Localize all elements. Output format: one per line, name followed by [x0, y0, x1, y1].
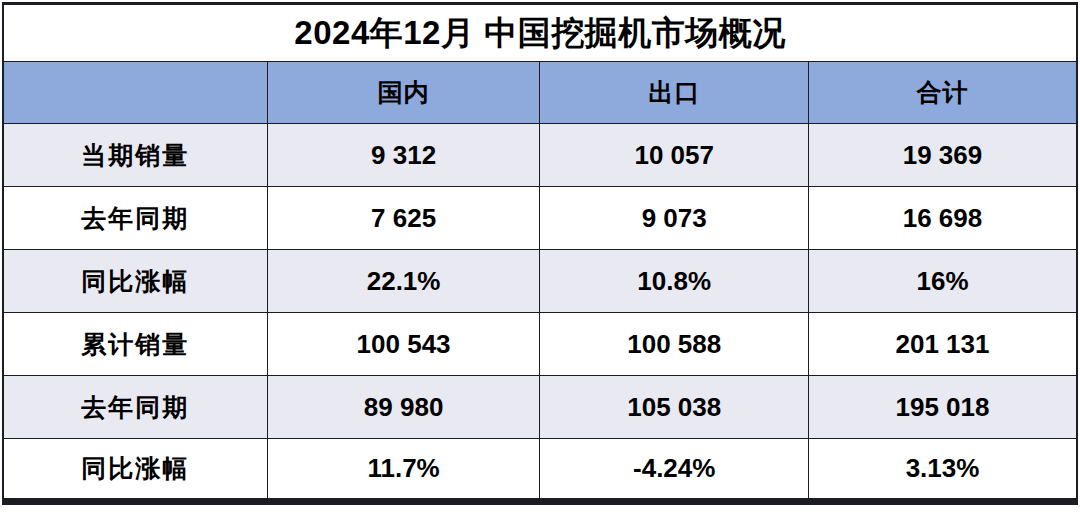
column-header-blank [3, 62, 267, 124]
page: 2024年12月 中国挖掘机市场概况 国内 出口 合计 当期销量 9 312 1… [0, 0, 1080, 513]
column-header-total: 合计 [808, 62, 1077, 124]
value-cell-domestic: 11.7% [267, 439, 540, 502]
value-cell-export: 9 073 [540, 187, 809, 250]
excavator-market-table: 2024年12月 中国挖掘机市场概况 国内 出口 合计 当期销量 9 312 1… [2, 2, 1078, 505]
value-cell-total: 16% [808, 250, 1077, 313]
table-row-current-sales: 当期销量 9 312 10 057 19 369 [3, 124, 1077, 187]
value-cell-domestic: 9 312 [267, 124, 540, 187]
row-label: 当期销量 [3, 124, 267, 187]
value-cell-total: 19 369 [808, 124, 1077, 187]
value-cell-total: 201 131 [808, 313, 1077, 376]
value-cell-total: 16 698 [808, 187, 1077, 250]
row-label: 同比涨幅 [3, 250, 267, 313]
row-label: 同比涨幅 [3, 439, 267, 502]
table-row-cumulative-last-year: 去年同期 89 980 105 038 195 018 [3, 376, 1077, 439]
row-label: 累计销量 [3, 313, 267, 376]
column-header-domestic: 国内 [267, 62, 540, 124]
value-cell-export: 105 038 [540, 376, 809, 439]
row-label: 去年同期 [3, 376, 267, 439]
value-cell-domestic: 7 625 [267, 187, 540, 250]
table-row-yoy-change: 同比涨幅 22.1% 10.8% 16% [3, 250, 1077, 313]
value-cell-export: 10.8% [540, 250, 809, 313]
table-row-last-year-period: 去年同期 7 625 9 073 16 698 [3, 187, 1077, 250]
value-cell-domestic: 100 543 [267, 313, 540, 376]
row-label: 去年同期 [3, 187, 267, 250]
value-cell-domestic: 89 980 [267, 376, 540, 439]
value-cell-total: 3.13% [808, 439, 1077, 502]
value-cell-domestic: 22.1% [267, 250, 540, 313]
table-row-cumulative-sales: 累计销量 100 543 100 588 201 131 [3, 313, 1077, 376]
column-header-export: 出口 [540, 62, 809, 124]
table-title: 2024年12月 中国挖掘机市场概况 [3, 4, 1077, 62]
value-cell-total: 195 018 [808, 376, 1077, 439]
table-title-row: 2024年12月 中国挖掘机市场概况 [3, 4, 1077, 62]
table-header-row: 国内 出口 合计 [3, 62, 1077, 124]
table-row-cumulative-yoy-change: 同比涨幅 11.7% -4.24% 3.13% [3, 439, 1077, 502]
value-cell-export: 10 057 [540, 124, 809, 187]
value-cell-export: 100 588 [540, 313, 809, 376]
value-cell-export: -4.24% [540, 439, 809, 502]
